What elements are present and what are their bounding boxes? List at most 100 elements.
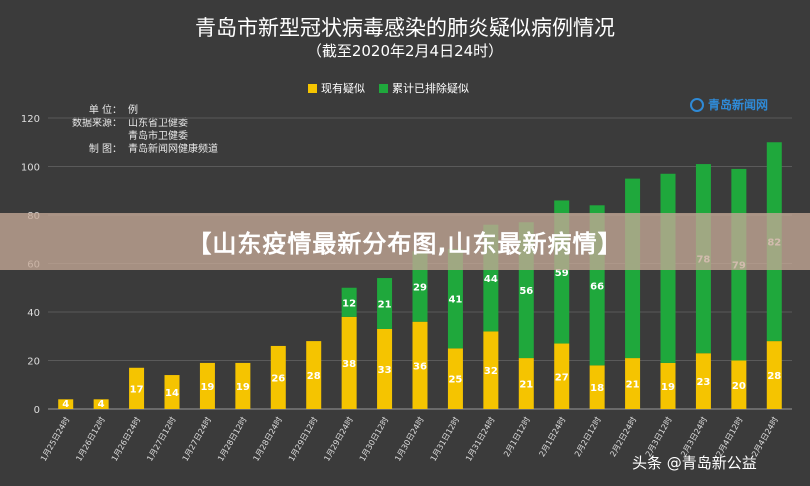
y-tick-label: 0 xyxy=(34,405,40,416)
bar-value-label-current: 21 xyxy=(519,380,533,391)
bar-value-label-current: 19 xyxy=(200,382,214,393)
x-tick-label: 2月2日12时 xyxy=(572,415,603,458)
bar-current xyxy=(164,375,180,409)
x-tick-label: 1月27日12时 xyxy=(144,415,177,463)
x-tick-label: 1月29日12时 xyxy=(286,415,319,463)
bar-value-label-excluded: 29 xyxy=(413,283,427,294)
x-tick-label: 1月28日12时 xyxy=(215,415,248,463)
info-source-value-2: 青岛市卫健委 xyxy=(128,131,188,142)
logo-text: 青岛新闻网 xyxy=(708,98,769,112)
bar-current xyxy=(270,345,286,409)
x-tick-label: 1月27日24时 xyxy=(180,415,213,463)
bar-excluded xyxy=(341,287,357,317)
overlay-banner: 【山东疫情最新分布图,山东最新病情】 xyxy=(0,213,810,270)
bar-value-label-current: 19 xyxy=(661,382,675,393)
x-tick-label: 1月25日24时 xyxy=(38,415,71,463)
x-tick-label: 2月1日12时 xyxy=(501,415,532,458)
info-source-value-1: 山东省卫健委 xyxy=(128,118,188,129)
legend-swatch-current xyxy=(308,83,317,93)
bar-current xyxy=(447,348,463,409)
bar-value-label-current: 25 xyxy=(448,375,462,386)
bar-value-label-excluded: 66 xyxy=(590,281,604,292)
bar-current xyxy=(518,358,534,409)
info-row-source: 数据来源： 山东省卫健委 xyxy=(64,117,218,130)
x-tick-label: 1月30日12时 xyxy=(357,415,390,463)
legend-label-excluded: 累计已排除疑似 xyxy=(392,82,469,95)
info-row-maker: 制 图： 青岛新闻网健康频道 xyxy=(64,143,218,156)
bar-value-label-current: 17 xyxy=(130,384,144,395)
bar-value-label-excluded: 44 xyxy=(484,274,498,285)
x-tick-label: 1月31日24时 xyxy=(463,415,496,463)
bar-current xyxy=(766,341,782,409)
bar-current xyxy=(58,399,74,409)
bar-current xyxy=(731,360,747,409)
legend-item-excluded: 累计已排除疑似 xyxy=(379,80,469,96)
chart-legend: 现有疑似 累计已排除疑似 xyxy=(308,80,469,96)
info-maker-key: 制 图： xyxy=(88,144,122,155)
bar-value-label-excluded: 56 xyxy=(519,286,533,297)
x-tick-label: 1月31日12时 xyxy=(428,415,461,463)
bar-value-label-excluded: 12 xyxy=(342,298,356,309)
x-tick-label: 1月28日24时 xyxy=(251,415,284,463)
bar-value-label-current: 26 xyxy=(271,373,285,384)
info-row-source-2: 青岛市卫健委 xyxy=(64,130,218,143)
info-row-unit: 单 位： 例 xyxy=(64,104,218,117)
bar-current xyxy=(695,353,711,409)
info-maker-value: 青岛新闻网健康频道 xyxy=(128,144,218,155)
bar-value-label-excluded: 41 xyxy=(448,295,462,306)
y-tick-label: 100 xyxy=(21,163,40,174)
bar-value-label-current: 19 xyxy=(236,382,250,393)
banner-text: 【山东疫情最新分布图,山东最新病情】 xyxy=(187,230,623,258)
info-unit-value: 例 xyxy=(128,105,138,116)
bar-current xyxy=(554,343,570,409)
bar-current xyxy=(129,367,145,409)
bar-value-label-current: 27 xyxy=(555,372,569,383)
chart-title: 青岛市新型冠状病毒感染的肺炎疑似病例情况 xyxy=(195,16,615,40)
bar-value-label-excluded: 21 xyxy=(378,300,392,311)
x-tick-label: 1月26日24时 xyxy=(109,415,142,463)
legend-item-current: 现有疑似 xyxy=(308,80,365,96)
bar-current xyxy=(589,365,605,409)
bar-value-label-current: 38 xyxy=(342,359,356,370)
bar-current xyxy=(93,399,109,409)
info-unit-key: 单 位： xyxy=(88,105,122,116)
x-tick-label: 2月1日24时 xyxy=(537,415,568,458)
x-tick-label: 1月29日24时 xyxy=(321,415,354,463)
y-tick-label: 40 xyxy=(27,308,40,319)
logo-icon xyxy=(690,97,704,112)
bar-value-label-current: 36 xyxy=(413,361,427,372)
legend-label-current: 现有疑似 xyxy=(321,82,365,95)
bar-value-label-current: 28 xyxy=(767,371,781,382)
bar-current xyxy=(306,341,322,409)
bar-value-label-current: 18 xyxy=(590,383,604,394)
info-source-key: 数据来源： xyxy=(72,118,122,129)
bar-value-label-current: 4 xyxy=(98,399,105,410)
x-tick-label: 1月30日24时 xyxy=(392,415,425,463)
bar-current xyxy=(377,328,393,409)
bar-current xyxy=(660,362,676,409)
site-logo: 青岛新闻网 xyxy=(690,96,768,113)
bar-value-label-current: 33 xyxy=(378,365,392,376)
legend-swatch-excluded xyxy=(379,83,388,93)
y-tick-label: 120 xyxy=(21,114,40,125)
chart-subtitle: （截至2020年2月4日24时） xyxy=(306,42,504,60)
bar-current xyxy=(625,358,641,409)
bar-value-label-current: 32 xyxy=(484,366,498,377)
bar-value-label-current: 23 xyxy=(696,377,710,388)
bar-excluded xyxy=(377,278,393,329)
bar-current xyxy=(199,362,215,409)
bar-value-label-excluded: 59 xyxy=(555,268,569,279)
bar-current xyxy=(341,316,357,409)
bar-value-label-current: 20 xyxy=(732,381,746,392)
bar-current xyxy=(483,331,499,409)
bar-current xyxy=(235,362,251,409)
watermark: 头条 @青岛新公益 xyxy=(632,454,757,472)
bar-value-label-current: 21 xyxy=(626,380,640,391)
y-tick-label: 20 xyxy=(27,357,40,368)
bar-value-label-current: 4 xyxy=(62,399,69,410)
bar-excluded xyxy=(447,248,463,349)
chart-info-block: 单 位： 例 数据来源： 山东省卫健委 青岛市卫健委 制 图： 青岛新闻网健康频道 xyxy=(64,104,218,156)
x-tick-label: 1月26日12时 xyxy=(73,415,106,463)
bar-value-label-current: 14 xyxy=(165,388,179,399)
